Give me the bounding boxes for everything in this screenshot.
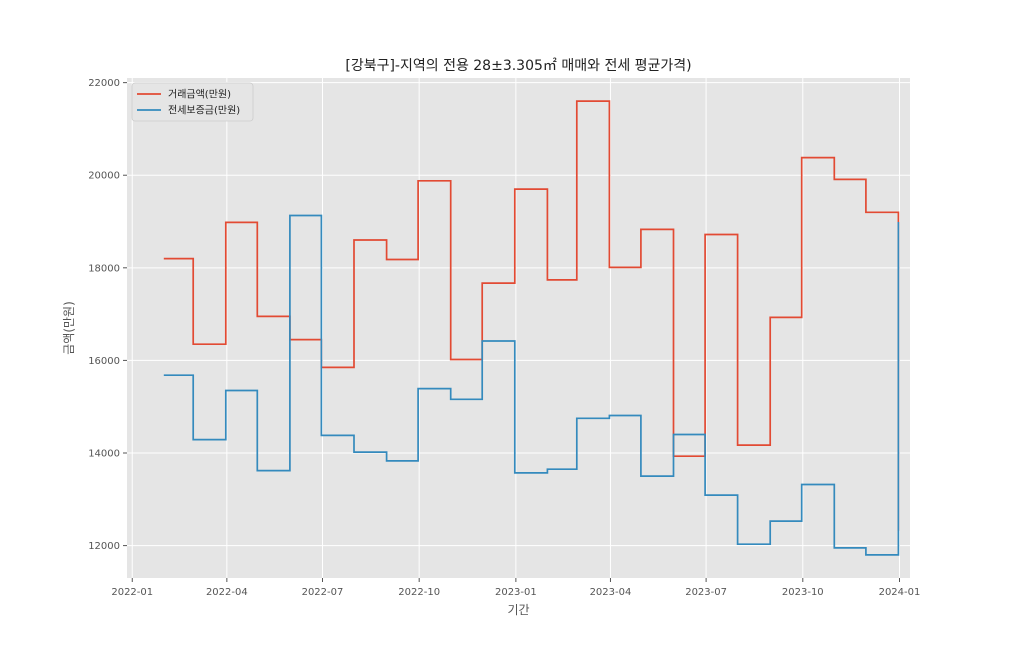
x-tick-label: 2022-07 [302, 587, 344, 598]
y-tick-label: 14000 [88, 449, 120, 460]
legend-box [131, 82, 254, 122]
x-axis-label: 기간 [507, 603, 529, 617]
x-tick-label: 2022-01 [111, 587, 153, 598]
x-tick-label: 2023-10 [782, 587, 824, 598]
x-tick-label: 2023-07 [685, 587, 727, 598]
grid [127, 78, 910, 578]
y-axis-label: 금액(만원) [62, 301, 76, 355]
chart-title: [강북구]-지역의 전용 28±3.305㎡ 매매와 전세 평균가격) [345, 58, 691, 74]
y-tick-label: 18000 [88, 263, 120, 274]
legend-label: 거래금액(만원) [168, 89, 231, 101]
series-line-2 [163, 214, 900, 556]
plot-area [127, 78, 910, 578]
y-tick-label: 16000 [88, 356, 120, 367]
x-tick-label: 2022-04 [206, 587, 248, 598]
y-tick-label: 12000 [88, 541, 120, 552]
x-tick-label: 2023-04 [590, 587, 632, 598]
legend: 거래금액(만원) 전세보증금(만원) [131, 82, 254, 122]
series-group [163, 100, 900, 556]
y-tick-label: 20000 [88, 171, 120, 182]
x-tick-label: 2022-10 [398, 587, 440, 598]
x-tick-label: 2024-01 [879, 587, 921, 598]
x-tick-label: 2023-01 [495, 587, 537, 598]
legend-label: 전세보증금(만원) [168, 105, 240, 117]
y-axis: 12000 14000 16000 18000 20000 22000 [88, 78, 127, 552]
y-tick-label: 22000 [88, 78, 120, 89]
x-axis: 2022-01 2022-04 2022-07 2022-10 2023-01 2023-… [111, 578, 920, 598]
